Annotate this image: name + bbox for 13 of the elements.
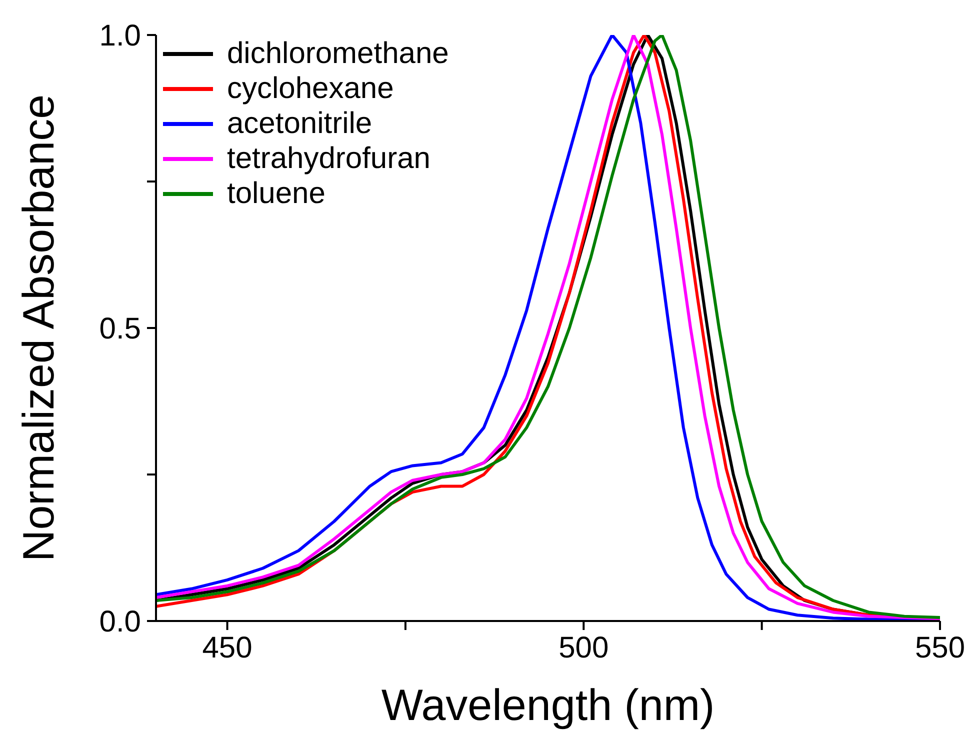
x-tick-label: 450	[202, 631, 252, 664]
y-tick-label: 0.5	[99, 312, 141, 346]
x-tick-label: 550	[914, 631, 966, 664]
x-axis-title: Wavelength (nm)	[381, 681, 715, 730]
y-tick-label: 1.0	[99, 20, 141, 53]
y-tick-label: 0.0	[99, 606, 141, 639]
legend-label: cyclohexane	[227, 71, 394, 106]
x-tick-label: 500	[558, 631, 609, 664]
legend-label: toluene	[227, 176, 326, 211]
legend-label: dichloromethane	[227, 36, 449, 71]
legend-label: tetrahydrofuran	[227, 141, 430, 176]
legend-label: acetonitrile	[227, 106, 372, 141]
y-axis-title: Normalized Absorbance	[14, 94, 64, 562]
